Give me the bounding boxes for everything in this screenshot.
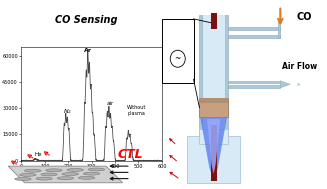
Polygon shape: [200, 117, 227, 180]
Bar: [199, 15, 202, 136]
Text: $N_2$: $N_2$: [63, 108, 72, 116]
Y-axis label: CTL Intensity (a.u.): CTL Intensity (a.u.): [0, 81, 1, 127]
Bar: [228, 81, 280, 83]
Polygon shape: [207, 119, 220, 174]
Ellipse shape: [88, 168, 105, 171]
Bar: [211, 13, 216, 29]
Ellipse shape: [25, 169, 41, 172]
Bar: [187, 136, 240, 183]
Text: ~: ~: [175, 54, 181, 63]
Ellipse shape: [20, 174, 36, 176]
Circle shape: [170, 50, 185, 67]
Ellipse shape: [62, 173, 78, 175]
Ellipse shape: [36, 177, 52, 180]
Ellipse shape: [83, 172, 100, 175]
Ellipse shape: [57, 177, 74, 180]
Text: air: air: [106, 101, 113, 106]
Text: CO Sensing: CO Sensing: [55, 15, 118, 25]
Ellipse shape: [67, 168, 83, 171]
Polygon shape: [280, 81, 290, 88]
Bar: [199, 129, 228, 144]
Polygon shape: [8, 166, 123, 183]
Bar: [202, 15, 225, 136]
Text: CTL: CTL: [118, 148, 143, 161]
Ellipse shape: [15, 178, 31, 180]
X-axis label: Time (s): Time (s): [81, 170, 102, 176]
Ellipse shape: [41, 173, 57, 176]
Text: Without
plasma: Without plasma: [127, 105, 146, 116]
Bar: [211, 125, 216, 181]
Ellipse shape: [46, 169, 62, 172]
Bar: [199, 98, 228, 117]
Ellipse shape: [78, 176, 95, 179]
Text: He: He: [34, 152, 42, 157]
Bar: [228, 27, 280, 30]
Bar: [228, 35, 280, 38]
Bar: [278, 20, 280, 38]
Text: Ar: Ar: [84, 49, 92, 53]
Bar: [225, 15, 228, 136]
Text: Air Flow: Air Flow: [282, 62, 317, 71]
Bar: [228, 85, 280, 88]
Bar: [162, 19, 194, 83]
Text: CO: CO: [297, 12, 313, 22]
Bar: [199, 98, 228, 103]
